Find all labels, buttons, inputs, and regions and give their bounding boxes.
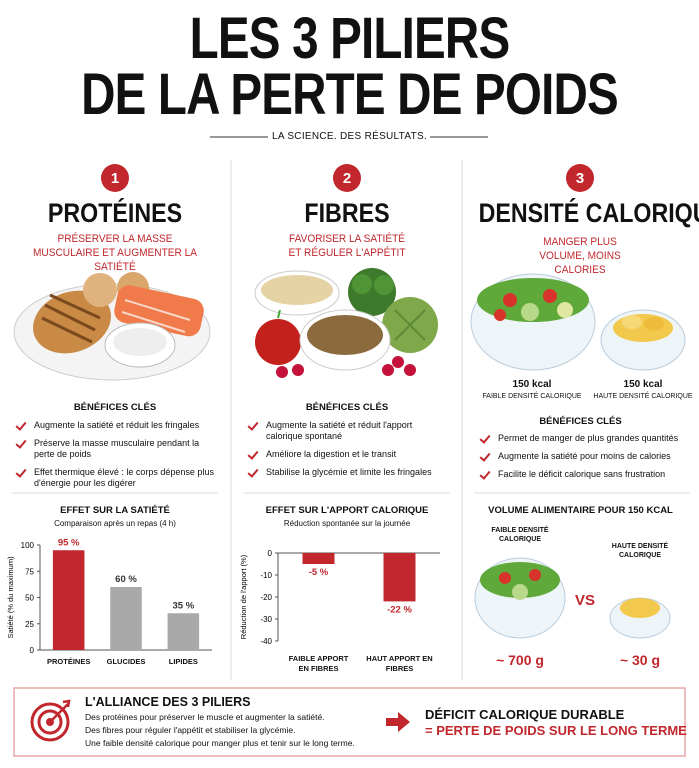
y-tick-label: 0 — [30, 646, 35, 655]
bar — [52, 550, 85, 650]
x-tick-label: FAIBLE APPORT EN FIBRES — [288, 654, 349, 673]
pillar-title: PROTÉINES — [47, 198, 183, 228]
volume-bowls — [474, 557, 671, 639]
x-tick-label: LIPIDES — [168, 657, 198, 666]
bar — [302, 553, 335, 564]
footer-result: = PERTE DE POIDS SUR LE LONG TERME — [425, 723, 687, 738]
title: LES 3 PILIERS — [189, 6, 511, 71]
benefits-list: Augmente la satiété et réduit les fringa… — [14, 420, 214, 496]
bar — [167, 613, 200, 650]
benefits-title: BÉNÉFICES CLÉS — [539, 416, 622, 427]
pillar-title: FIBRES — [304, 198, 390, 228]
benefit: Facilite le déficit calorique sans frust… — [478, 469, 693, 480]
arrow — [386, 712, 410, 732]
y-tick-label: -10 — [260, 571, 272, 580]
kcal-caption: FAIBLE DENSITÉ CALORIQUE — [482, 393, 582, 400]
y-axis-label: Satiété (% du maximum) — [6, 556, 15, 639]
pillar-subtitle: FAVORISER LA SATIÉTÉ ET RÉGULER L'APPÉTI… — [288, 233, 406, 259]
pillar-subtitle: MANGER PLUS VOLUME, MOINS CALORIES — [539, 236, 621, 276]
footer-result: DÉFICIT CALORIQUE DURABLE — [425, 707, 625, 722]
vs-label: VS — [574, 592, 595, 609]
y-tick-label: 75 — [25, 567, 34, 576]
number-badge — [566, 164, 594, 192]
badge-number: 1 — [110, 170, 120, 187]
x-tick-label: PROTÉINES — [46, 657, 91, 666]
chart-title: EFFET SUR LA SATIÉTÉ — [60, 505, 170, 516]
footer-title: L'ALLIANCE DES 3 PILIERS — [85, 695, 251, 709]
value-label: 35 % — [173, 600, 195, 611]
value-label: 60 % — [115, 574, 137, 585]
x-tick-label: GLUCIDES — [106, 657, 146, 666]
footer-line: Des protéines pour préserver le muscle e… — [85, 712, 325, 722]
kcal-caption: HAUTE DENSITÉ CALORIQUE — [593, 393, 693, 400]
benefit: Augmente la satiété et réduit les fringa… — [14, 420, 214, 431]
footer-box — [13, 687, 686, 757]
benefit: Préserve la masse musculaire pendant la … — [14, 438, 214, 460]
chart-title: EFFET SUR L'APPORT CALORIQUE — [265, 505, 429, 516]
pillar-title: DENSITÉ CALORIQUE — [478, 198, 699, 228]
benefits-title: BÉNÉFICES CLÉS — [305, 402, 389, 413]
y-axis-label: Réduction de l'apport (%) — [239, 554, 248, 639]
density-bowls — [470, 273, 686, 371]
weight-label: ~ 700 g — [496, 652, 544, 668]
y-tick-label: -20 — [260, 593, 272, 602]
benefit: Augmente la satiété et réduit l'apport c… — [246, 420, 446, 442]
title: DE LA PERTE DE POIDS — [81, 62, 619, 127]
benefits-list: Permet de manger de plus grandes quantit… — [478, 433, 693, 487]
number-badge — [333, 164, 361, 192]
volume-label: HAUTE DENSITÉ CALORIQUE — [611, 543, 669, 559]
kcal-label: 150 kcal — [512, 379, 552, 390]
y-tick-label: -40 — [260, 637, 272, 646]
y-tick-label: -30 — [260, 615, 272, 624]
x-tick-label: HAUT APPORT EN FIBRES — [366, 654, 433, 673]
bar — [110, 587, 142, 650]
benefits-title: BÉNÉFICES CLÉS — [73, 402, 157, 413]
target-icon — [30, 699, 71, 742]
value-label: 95 % — [58, 537, 80, 548]
y-tick-label: 25 — [25, 620, 34, 629]
chart-subtitle: Comparaison après un repas (4 h) — [54, 519, 176, 528]
chart-subtitle: Réduction spontanée sur la journée — [283, 519, 411, 528]
footer-line: Des fibres pour réguler l'appétit et sta… — [85, 725, 296, 735]
value-label: -5 % — [309, 567, 329, 578]
benefit: Améliore la digestion et le transit — [246, 449, 446, 460]
benefit: Permet de manger de plus grandes quantit… — [478, 433, 693, 444]
tagline: LA SCIENCE. DES RÉSULTATS. — [271, 131, 428, 142]
benefit: Effet thermique élevé : le corps dépense… — [14, 467, 214, 489]
number-badge — [101, 164, 129, 192]
weight-label: ~ 30 g — [619, 652, 661, 668]
y-tick-label: 100 — [21, 541, 35, 550]
benefit: Stabilise la glycémie et limite les frin… — [246, 467, 446, 478]
volume-label: FAIBLE DENSITÉ CALORIQUE — [491, 527, 549, 543]
value-label: -22 % — [387, 604, 412, 615]
benefits-list: Augmente la satiété et réduit l'apport c… — [246, 420, 446, 485]
badge-number: 3 — [575, 170, 585, 187]
volume-title: VOLUME ALIMENTAIRE POUR 150 KCAL — [488, 505, 673, 516]
fibre-foods — [254, 268, 438, 378]
charts: 0 25 50 75 100 Satiété (% du maximum) 95 % 60 %… — [6, 537, 440, 655]
pillar-subtitle: PRÉSERVER LA MASSE MUSCULAIRE ET AUGMENT… — [32, 233, 198, 273]
y-tick-label: 50 — [25, 594, 34, 603]
benefit: Augmente la satiété pour moins de calori… — [478, 451, 693, 462]
kcal-label: 150 kcal — [623, 379, 663, 390]
bar — [383, 553, 416, 602]
y-tick-label: 0 — [268, 549, 273, 558]
badge-number: 2 — [342, 170, 352, 187]
footer-line: Une faible densité calorique pour manger… — [85, 738, 355, 748]
protein-plate — [13, 272, 211, 381]
